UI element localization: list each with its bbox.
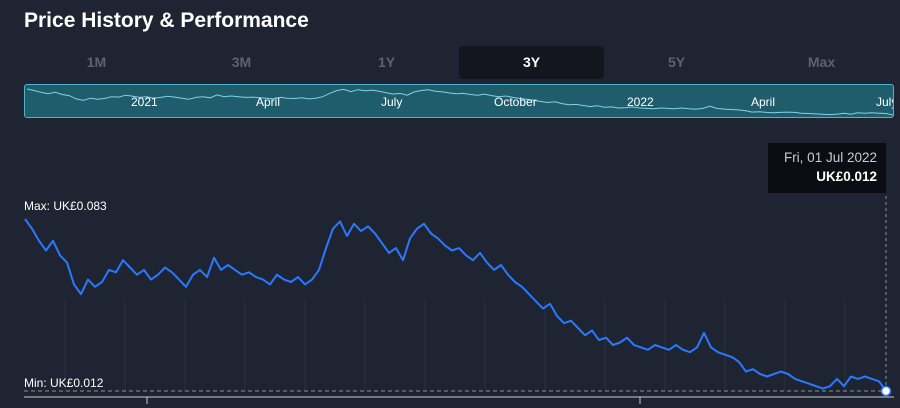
range-tabs: 1M 3M 1Y 3Y 5Y Max xyxy=(24,46,894,79)
tab-1m[interactable]: 1M xyxy=(86,54,107,70)
tab-1y[interactable]: 1Y xyxy=(377,54,396,70)
tab-3m[interactable]: 3M xyxy=(231,54,252,70)
price-series-line xyxy=(24,218,887,392)
hover-point xyxy=(880,385,892,397)
tooltip-date: Fri, 01 Jul 2022 xyxy=(783,150,877,165)
price-tooltip: Fri, 01 Jul 2022 UK£0.012 xyxy=(768,143,886,193)
navigator-sparkline xyxy=(26,88,893,116)
navigator-label-2021: 2021 xyxy=(131,95,158,109)
navigator-label-2022: 2022 xyxy=(627,95,654,109)
navigator-series-line xyxy=(26,88,893,116)
navigator-label-april: April xyxy=(256,95,281,109)
min-price-label: Min: UK£0.012 xyxy=(24,376,104,390)
tooltip-price: UK£0.012 xyxy=(816,169,877,184)
navigator-label-october: October xyxy=(494,95,537,109)
page-title: Price History & Performance xyxy=(24,9,309,32)
tab-5y[interactable]: 5Y xyxy=(667,54,686,70)
tab-3y[interactable]: 3Y xyxy=(459,46,604,79)
navigator-label-april-2: April xyxy=(751,95,776,109)
range-navigator[interactable]: 2021 April July October 2022 April July xyxy=(24,84,894,118)
navigator-label-july: July xyxy=(381,95,403,109)
max-price-label: Max: UK£0.083 xyxy=(24,199,107,213)
tab-max[interactable]: Max xyxy=(807,54,836,70)
navigator-label-july-2: July xyxy=(876,95,893,109)
